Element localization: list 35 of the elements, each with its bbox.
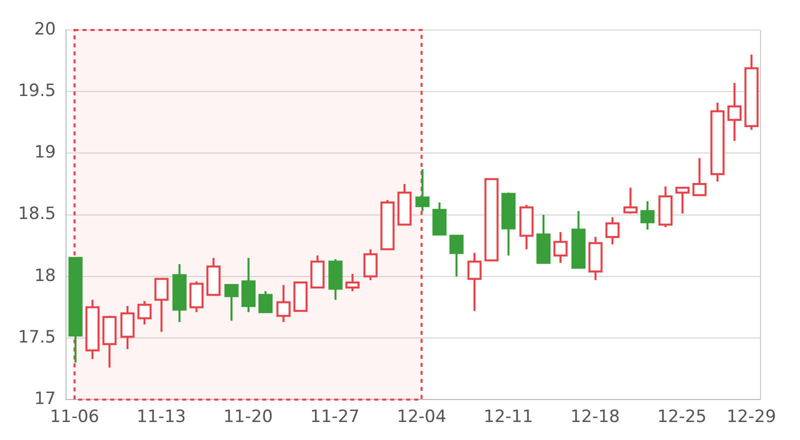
- y-tick-label: 18: [34, 266, 56, 286]
- x-tick-label: 11-20: [223, 407, 273, 428]
- y-tick-label: 19.5: [18, 81, 56, 102]
- x-tick-label: 12-04: [396, 407, 446, 428]
- candlestick: [120, 304, 135, 350]
- candlestick: [727, 82, 742, 142]
- candlestick: [224, 284, 239, 322]
- x-tick-label: 11-06: [50, 407, 100, 428]
- candlestick: [553, 231, 568, 264]
- candlestick: [692, 157, 707, 196]
- x-tick-label: 11-27: [310, 407, 360, 428]
- candlestick: [675, 186, 690, 215]
- y-tick-label: 17.5: [18, 327, 56, 348]
- y-tick-label: 20: [34, 19, 56, 40]
- candlestick: [623, 186, 638, 215]
- candlestick: [189, 280, 204, 314]
- x-tick-label: 12-11: [484, 407, 534, 428]
- y-tick-label: 19: [34, 142, 56, 163]
- candlestick: [137, 300, 152, 326]
- candlestick: [345, 272, 360, 292]
- x-tick-label: 12-29: [726, 407, 776, 428]
- candlestick: [449, 234, 464, 278]
- candlestick: [258, 290, 273, 314]
- y-tick-label: 17: [34, 389, 56, 410]
- candlestick: [415, 168, 430, 212]
- x-tick-label: 12-18: [570, 407, 620, 428]
- candlestick: [467, 252, 482, 312]
- candlestick: [640, 200, 655, 231]
- x-tick-label: 11-13: [136, 407, 186, 428]
- candlestick: [605, 216, 620, 246]
- candlestick: [154, 278, 169, 333]
- candlestick: [363, 248, 378, 282]
- y-tick-label: 18.5: [18, 204, 56, 224]
- x-tick-label: 12-25: [657, 407, 707, 428]
- candlestick: [276, 284, 291, 323]
